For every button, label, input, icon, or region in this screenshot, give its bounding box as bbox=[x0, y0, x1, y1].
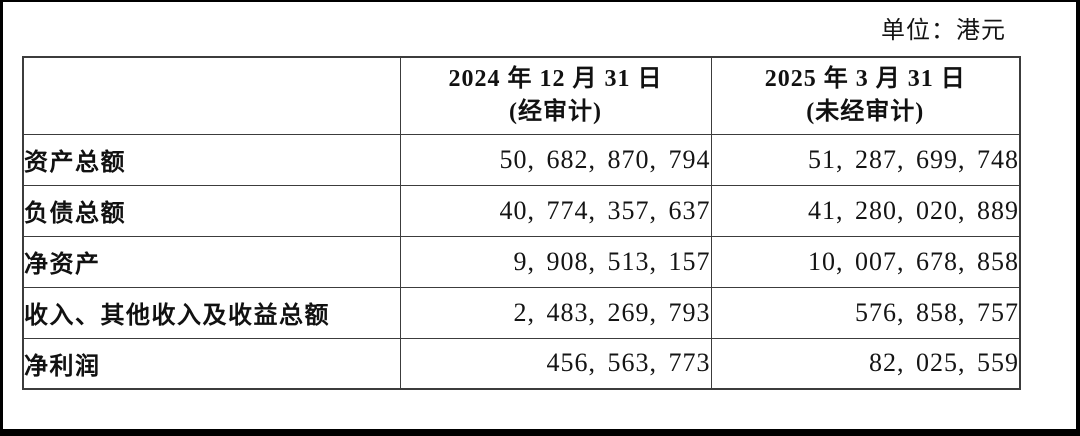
row-label: 净利润 bbox=[22, 337, 401, 390]
table-row-total-revenue: 收入、其他收入及收益总额 2, 483, 269, 793 576, 858, … bbox=[22, 286, 1021, 339]
header-date-2024: 2024 年 12 月 31 日 bbox=[448, 65, 663, 92]
cell-value-2024: 9, 908, 513, 157 bbox=[399, 235, 712, 288]
row-label: 收入、其他收入及收益总额 bbox=[22, 286, 401, 339]
header-audit-status-2025: (未经审计) bbox=[806, 98, 925, 125]
row-label: 净资产 bbox=[22, 235, 401, 288]
cell-value-2024: 456, 563, 773 bbox=[399, 337, 712, 390]
table-row-total-assets: 资产总额 50, 682, 870, 794 51, 287, 699, 748 bbox=[22, 133, 1021, 186]
cell-value-2024: 50, 682, 870, 794 bbox=[399, 133, 712, 186]
financial-summary-table: 2024 年 12 月 31 日 (经审计) 2025 年 3 月 31 日 (… bbox=[22, 56, 1021, 390]
table-row-net-assets: 净资产 9, 908, 513, 157 10, 007, 678, 858 bbox=[22, 235, 1021, 288]
cell-value-2025: 576, 858, 757 bbox=[710, 286, 1021, 339]
column-header-2025: 2025 年 3 月 31 日 (未经审计) bbox=[710, 56, 1021, 135]
cell-value-2025: 82, 025, 559 bbox=[710, 337, 1021, 390]
header-date-2025: 2025 年 3 月 31 日 bbox=[764, 65, 966, 92]
cell-value-2024: 2, 483, 269, 793 bbox=[399, 286, 712, 339]
header-row: 2024 年 12 月 31 日 (经审计) 2025 年 3 月 31 日 (… bbox=[22, 56, 1021, 135]
table-row-total-liabilities: 负债总额 40, 774, 357, 637 41, 280, 020, 889 bbox=[22, 184, 1021, 237]
column-header-2024: 2024 年 12 月 31 日 (经审计) bbox=[399, 56, 712, 135]
table-row-net-profit: 净利润 456, 563, 773 82, 025, 559 bbox=[22, 337, 1021, 390]
cell-value-2025: 10, 007, 678, 858 bbox=[710, 235, 1021, 288]
row-label: 资产总额 bbox=[22, 133, 401, 186]
row-label: 负债总额 bbox=[22, 184, 401, 237]
header-audit-status-2024: (经审计) bbox=[509, 98, 602, 125]
cell-value-2025: 41, 280, 020, 889 bbox=[710, 184, 1021, 237]
cell-value-2025: 51, 287, 699, 748 bbox=[710, 133, 1021, 186]
cell-value-2024: 40, 774, 357, 637 bbox=[399, 184, 712, 237]
header-empty-cell bbox=[22, 56, 401, 135]
unit-label: 单位：港元 bbox=[881, 18, 1006, 44]
